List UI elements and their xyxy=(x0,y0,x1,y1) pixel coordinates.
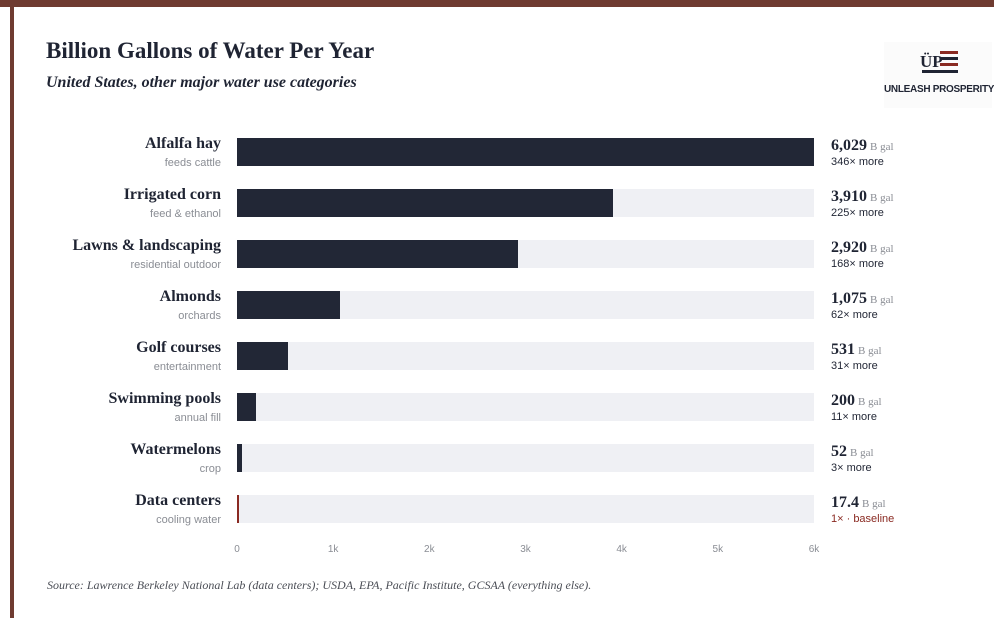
multiplier-label-watermelons: 3× more xyxy=(831,462,872,474)
unleash-prosperity-logo: ÜP UNLEASH PROSPERITY xyxy=(884,42,994,108)
x-tick-label: 2k xyxy=(424,544,435,555)
x-tick-label: 1k xyxy=(327,544,339,555)
category-sublabel-watermelons: crop xyxy=(199,463,221,475)
value-number: 200 xyxy=(831,392,855,409)
bar-golf-courses xyxy=(237,342,289,370)
value-unit: B gal xyxy=(870,141,894,153)
x-tick-label: 5k xyxy=(712,544,724,555)
bar-track-watermelons xyxy=(237,444,814,472)
category-label-watermelons: Watermelons xyxy=(130,441,221,458)
category-sublabel-almonds: orchards xyxy=(178,310,221,322)
category-sublabel-swimming-pools: annual fill xyxy=(174,412,221,424)
value-number: 531 xyxy=(831,341,855,358)
value-label-alfalfa-hay: 6,029 B gal xyxy=(831,137,894,155)
value-label-swimming-pools: 200 B gal xyxy=(831,392,882,410)
value-label-almonds: 1,075 B gal xyxy=(831,290,894,308)
frame-top-border xyxy=(0,0,994,7)
x-tick-label: 0 xyxy=(234,544,240,555)
logo-mark-text: ÜP xyxy=(920,52,943,71)
value-label-golf-courses: 531 B gal xyxy=(831,341,882,359)
bar-lawns-and-landscaping xyxy=(237,240,518,268)
bar-irrigated-corn xyxy=(237,189,613,217)
value-unit: B gal xyxy=(870,192,894,204)
category-label-lawns-and-landscaping: Lawns & landscaping xyxy=(72,237,222,254)
x-tick-label: 6k xyxy=(808,544,820,555)
bar-track-swimming-pools xyxy=(237,393,814,421)
value-unit: B gal xyxy=(870,243,894,255)
value-number: 3,910 xyxy=(831,188,867,205)
category-label-swimming-pools: Swimming pools xyxy=(108,390,221,407)
category-label-irrigated-corn: Irrigated corn xyxy=(123,186,221,203)
frame-left-border xyxy=(10,7,14,618)
multiplier-label-alfalfa-hay: 346× more xyxy=(831,156,884,168)
value-label-lawns-and-landscaping: 2,920 B gal xyxy=(831,239,894,257)
bar-watermelons xyxy=(237,444,242,472)
value-number: 6,029 xyxy=(831,137,867,154)
multiplier-label-irrigated-corn: 225× more xyxy=(831,207,884,219)
value-number: 17.4 xyxy=(831,494,859,511)
x-tick-label: 3k xyxy=(520,544,531,555)
category-label-alfalfa-hay: Alfalfa hay xyxy=(145,135,221,152)
category-sublabel-lawns-and-landscaping: residential outdoor xyxy=(130,259,221,271)
value-number: 1,075 xyxy=(831,290,867,307)
bar-track-golf-courses xyxy=(237,342,814,370)
category-sublabel-data-centers: cooling water xyxy=(156,514,221,526)
multiplier-label-golf-courses: 31× more xyxy=(831,360,878,372)
logo-text: UNLEASH PROSPERITY xyxy=(884,84,994,95)
value-label-data-centers: 17.4 B gal xyxy=(831,494,886,512)
bar-track-lawns-and-landscaping xyxy=(237,240,814,268)
value-unit: B gal xyxy=(870,294,894,306)
bar-track-data-centers xyxy=(237,495,814,523)
bar-almonds xyxy=(237,291,341,319)
value-unit: B gal xyxy=(850,447,874,459)
value-unit: B gal xyxy=(858,345,882,357)
source-note: Source: Lawrence Berkeley National Lab (… xyxy=(47,578,592,592)
category-sublabel-golf-courses: entertainment xyxy=(153,361,221,373)
category-label-almonds: Almonds xyxy=(159,288,221,305)
value-label-watermelons: 52 B gal xyxy=(831,443,874,461)
bar-swimming-pools xyxy=(237,393,257,421)
multiplier-label-almonds: 62× more xyxy=(831,309,878,321)
category-sublabel-irrigated-corn: feed & ethanol xyxy=(150,208,221,220)
chart-title: Billion Gallons of Water Per Year xyxy=(46,38,375,63)
value-unit: B gal xyxy=(862,498,886,510)
bar-track-irrigated-corn xyxy=(237,189,814,217)
x-tick-label: 4k xyxy=(616,544,627,555)
bar-data-centers xyxy=(237,495,239,523)
category-label-golf-courses: Golf courses xyxy=(136,339,221,356)
bar-alfalfa-hay xyxy=(237,138,814,166)
bar-track-almonds xyxy=(237,291,814,319)
logo-flag-icon: ÜP xyxy=(920,51,958,73)
value-unit: B gal xyxy=(858,396,882,408)
multiplier-label-data-centers: 1× · baseline xyxy=(831,513,895,525)
multiplier-label-lawns-and-landscaping: 168× more xyxy=(831,258,884,270)
chart-subtitle: United States, other major water use cat… xyxy=(46,74,357,91)
multiplier-label-swimming-pools: 11× more xyxy=(831,411,877,423)
bar-track-alfalfa-hay xyxy=(237,138,814,166)
value-number: 52 xyxy=(831,443,847,460)
value-number: 2,920 xyxy=(831,239,867,256)
category-label-data-centers: Data centers xyxy=(135,492,221,509)
category-sublabel-alfalfa-hay: feeds cattle xyxy=(164,157,221,169)
value-label-irrigated-corn: 3,910 B gal xyxy=(831,188,894,206)
